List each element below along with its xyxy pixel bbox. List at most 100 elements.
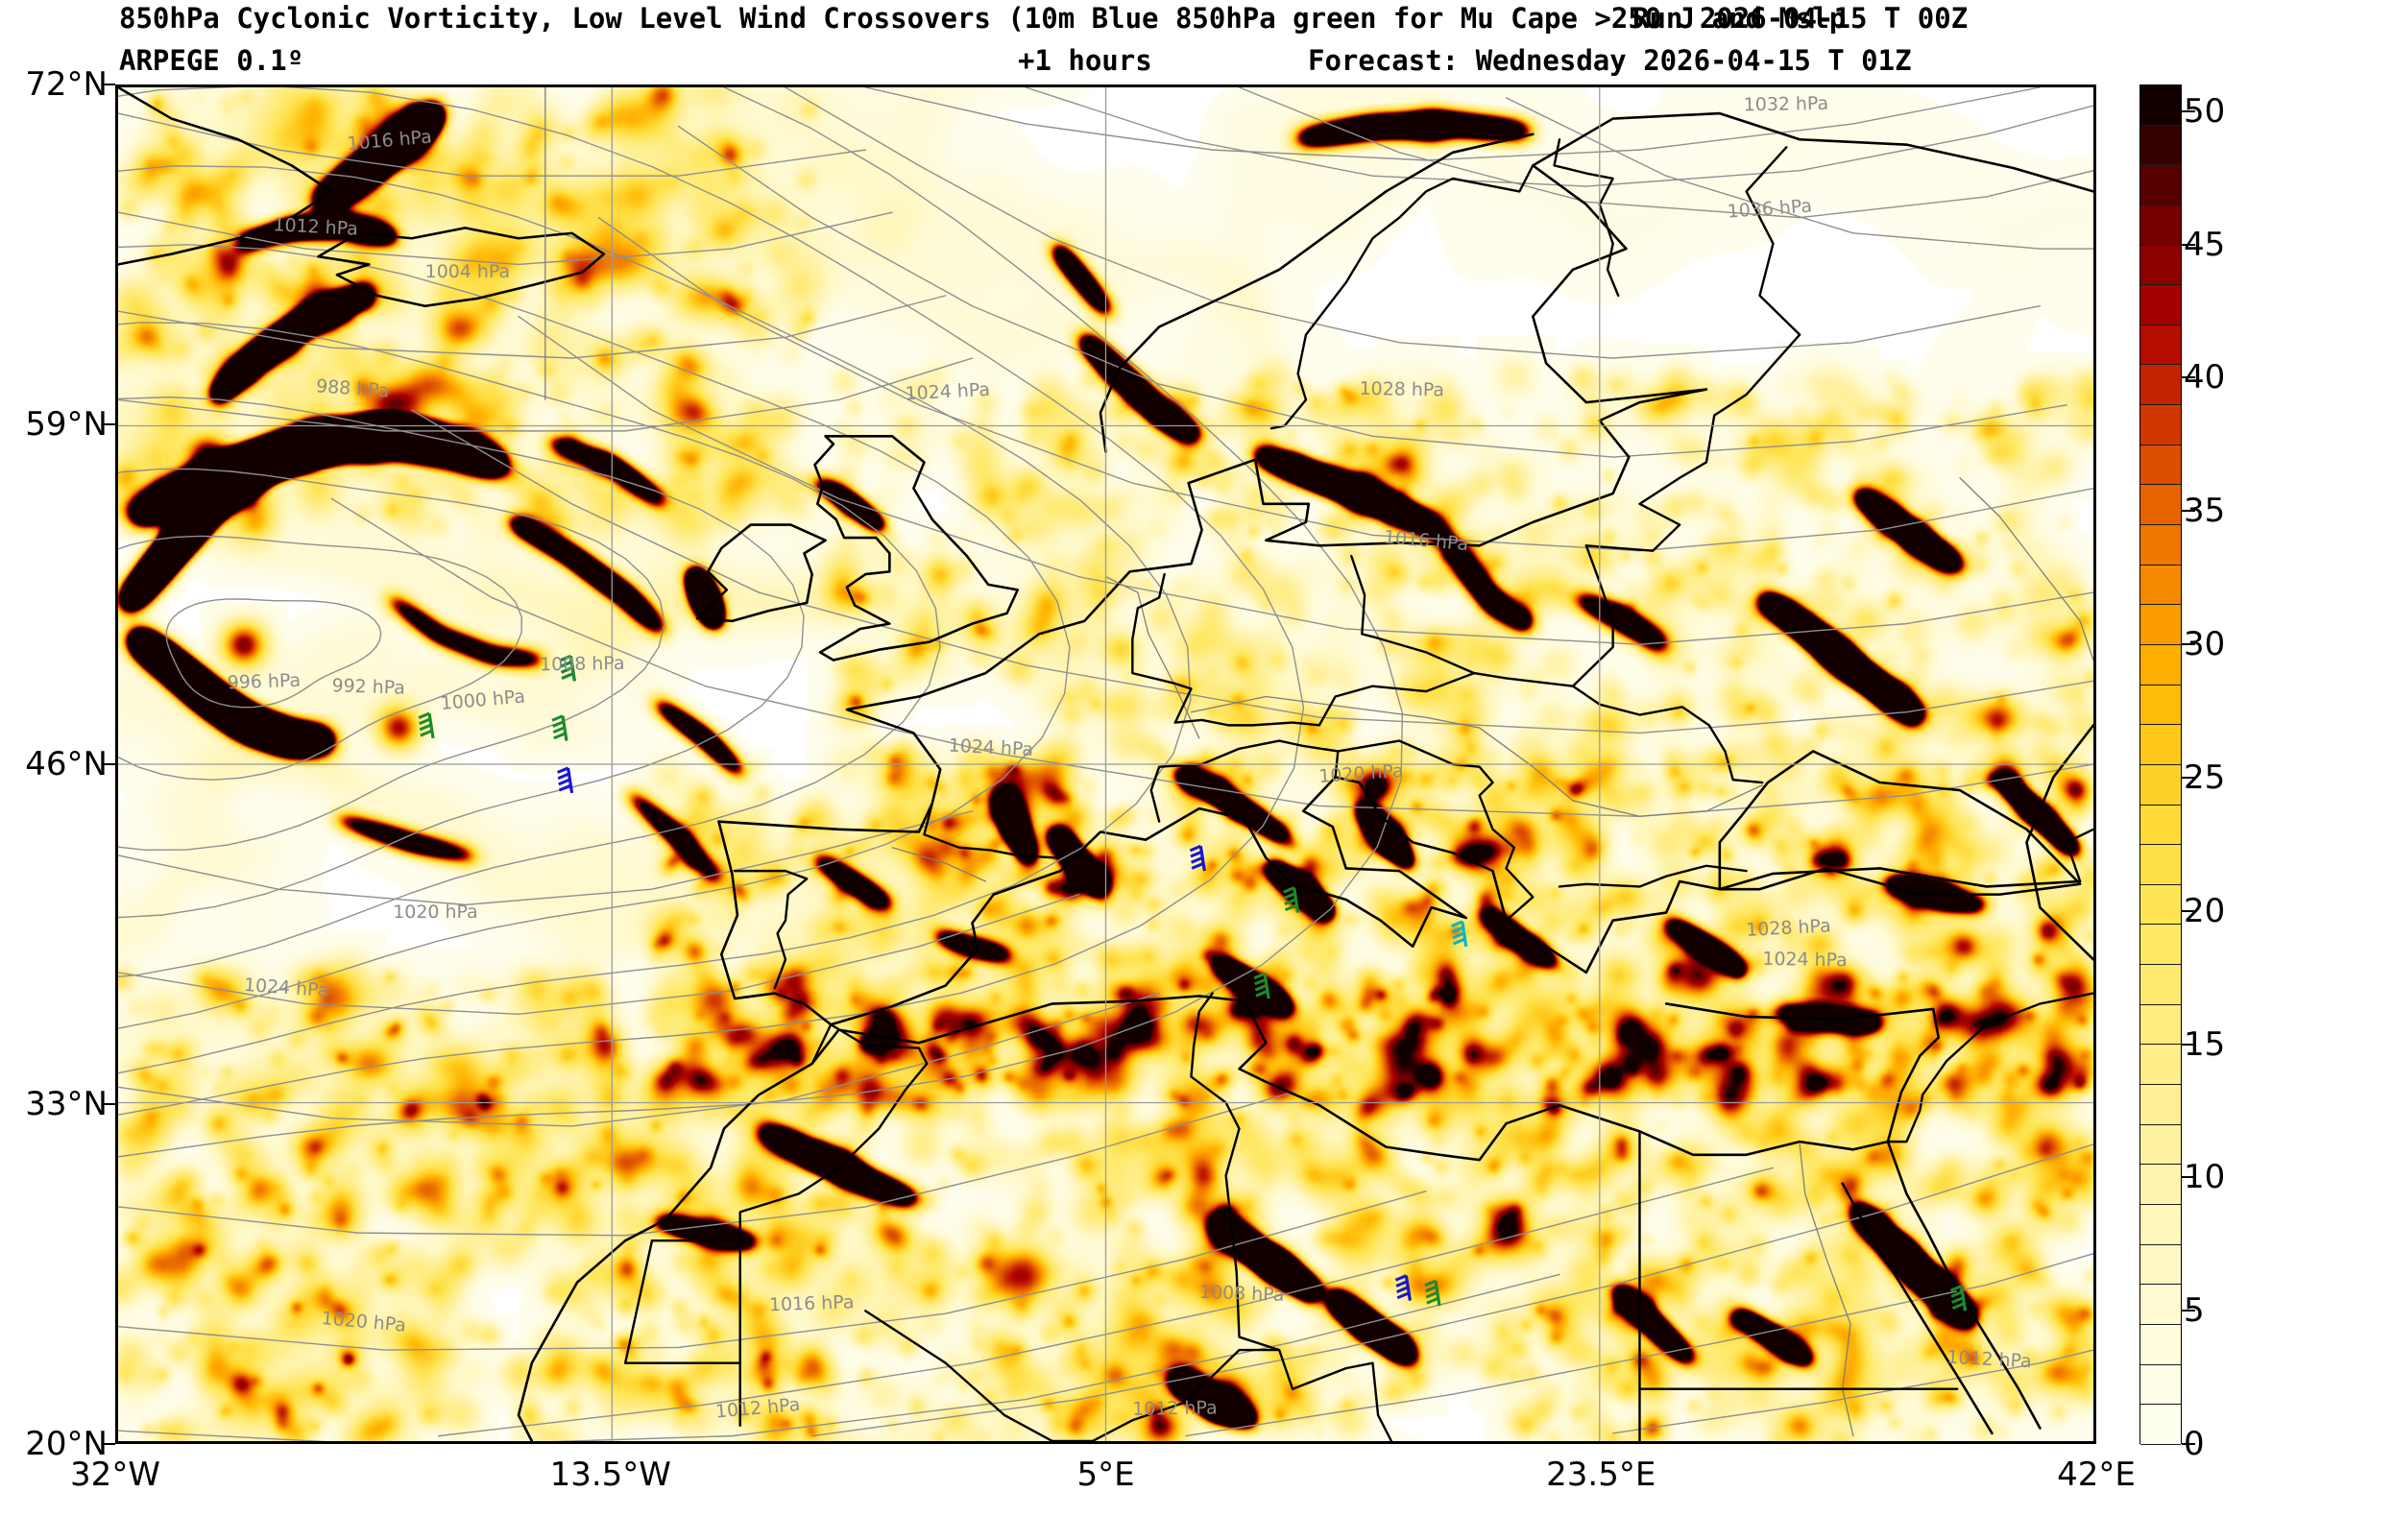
longitude-tick-label: 42°E [2057, 1456, 2136, 1494]
wind-barb-blue [1394, 1274, 1412, 1301]
colorbar-segment [2140, 205, 2181, 246]
colorbar-tick-mark [2182, 1176, 2195, 1179]
isobar-label: 1004 hPa [425, 261, 510, 282]
wind-barb-green [1950, 1285, 1968, 1311]
latitude-tick-label: 59°N [25, 405, 108, 444]
colorbar-segment [2140, 605, 2181, 645]
colorbar-segment [2140, 1405, 2181, 1445]
isobar-label: 1032 hPa [1744, 93, 1829, 116]
wind-barb-blue [1189, 844, 1206, 872]
colorbar-segment [2140, 285, 2181, 325]
wind-barb-green [1424, 1279, 1441, 1307]
colorbar-segment [2140, 565, 2181, 606]
coastline-layer [118, 87, 2093, 1441]
longitude-tick-label: 32°W [70, 1456, 160, 1494]
wind-barb-green [1253, 972, 1270, 999]
colorbar-segment [2140, 1004, 2181, 1046]
colorbar-segment [2140, 845, 2181, 885]
colorbar-tick-mark [2182, 243, 2195, 246]
colorbar-segment [2140, 485, 2181, 526]
colorbar-segment [2140, 1364, 2181, 1406]
colorbar-tick-mark [2182, 1310, 2195, 1312]
colorbar-segment [2140, 925, 2181, 966]
latitude-tick-label: 33°N [25, 1085, 108, 1123]
mslp-isobar-contours [118, 87, 2093, 1441]
colorbar-tick-mark [2182, 776, 2195, 779]
lead-time-label: +1 hours [1018, 44, 1152, 77]
colorbar-segment [2140, 1085, 2181, 1125]
isobar-label: 1016 hPa [347, 127, 433, 156]
colorbar-segment [2140, 525, 2181, 565]
colorbar-segment [2140, 1124, 2181, 1166]
wind-barb-green [1283, 886, 1300, 913]
model-name-label: ARPEGE 0.1º [119, 44, 304, 77]
page-title: 850hPa Cyclonic Vorticity, Low Level Win… [119, 2, 1847, 35]
colorbar-segment [2140, 725, 2181, 765]
colorbar-segment [2140, 165, 2181, 205]
map-overlay-layer: 1016 hPa 1032 hPa 1012 hPa 1036 hPa 1004 hPa… [118, 87, 2093, 1441]
isobar-label: 1028 hPa [1359, 378, 1444, 401]
wind-barb-green [418, 711, 435, 739]
wind-barb-green [551, 714, 568, 741]
longitude-tick-label: 13.5°W [549, 1456, 671, 1494]
colorbar-segment [2140, 644, 2181, 686]
isobar-label: 1012 hPa [273, 214, 358, 240]
colorbar-segment [2140, 365, 2181, 406]
isobar-label: 988 hPa [315, 375, 390, 401]
wind-barb-green [559, 654, 576, 682]
colorbar-segment [2140, 1204, 2181, 1245]
country-border-layer [623, 138, 2093, 1441]
wind-crossover-barbs [418, 654, 1968, 1311]
isobar-label: 1008 hPa [1199, 1282, 1285, 1306]
isobar-label: 1020 hPa [321, 1308, 407, 1336]
isobar-label: 1012 hPa [1946, 1347, 2032, 1373]
colorbar-segment [2140, 245, 2181, 286]
isobar-label: 1016 hPa [1383, 527, 1469, 556]
colorbar-segment [2140, 1244, 2181, 1286]
isobar-label: 1024 hPa [905, 379, 990, 405]
latitude-tick-label: 72°N [25, 65, 108, 104]
latitude-tick-mark [104, 423, 115, 425]
colorbar-tick-mark [2182, 909, 2195, 912]
latitude-tick-mark [104, 84, 115, 85]
colorbar-segment [2140, 1165, 2181, 1205]
colorbar-tick-mark [2182, 376, 2195, 379]
isobar-label: 1024 hPa [948, 734, 1033, 760]
colorbar-segment [2140, 1324, 2181, 1365]
colorbar-segment [2140, 405, 2181, 445]
colorbar-segment [2140, 764, 2181, 806]
longitude-tick-label: 5°E [1076, 1456, 1135, 1494]
colorbar[interactable] [2139, 84, 2182, 1445]
colorbar-tick-mark [2182, 1043, 2195, 1046]
map-plot-area[interactable]: 1016 hPa 1032 hPa 1012 hPa 1036 hPa 1004 hPa… [115, 84, 2096, 1444]
colorbar-segment [2140, 1285, 2181, 1325]
wind-barb-blue [557, 766, 574, 794]
isobar-label: 1028 hPa [1746, 915, 1831, 941]
colorbar-tick-mark [2182, 109, 2195, 112]
colorbar-segment [2140, 965, 2181, 1005]
lat-lon-gridlines [118, 87, 2093, 1441]
latitude-tick-mark [104, 1443, 115, 1445]
isobar-label: 1024 hPa [1762, 949, 1848, 972]
colorbar-segment [2140, 1045, 2181, 1086]
isobar-label: 1036 hPa [1727, 196, 1813, 223]
forecast-valid-label: Forecast: Wednesday 2026-04-15 T 01Z [1308, 44, 1912, 77]
longitude-tick-label: 23.5°E [1546, 1456, 1656, 1494]
isobar-label: 992 hPa [331, 675, 405, 699]
latitude-tick-label: 20°N [25, 1425, 108, 1463]
isobar-label: 996 hPa [227, 670, 301, 694]
colorbar-segment [2140, 445, 2181, 486]
isobar-label: 1016 hPa [769, 1291, 855, 1315]
isobar-label-layer: 1016 hPa 1032 hPa 1012 hPa 1036 hPa 1004 hPa… [227, 93, 2032, 1423]
latitude-tick-label: 46°N [25, 745, 108, 783]
isobar-label: 1008 hPa [540, 653, 625, 676]
colorbar-tick-mark [2182, 1443, 2195, 1445]
colorbar-segment [2140, 805, 2181, 846]
latitude-tick-mark [104, 763, 115, 765]
isobar-label: 1020 hPa [393, 902, 477, 923]
latitude-tick-mark [104, 1103, 115, 1105]
isobar-label: 1012 hPa [714, 1394, 801, 1423]
colorbar-segment [2140, 884, 2181, 926]
wind-barb-cyan [1451, 920, 1468, 948]
model-run-label: Run 2026-04-15 T 00Z [1632, 2, 1969, 35]
